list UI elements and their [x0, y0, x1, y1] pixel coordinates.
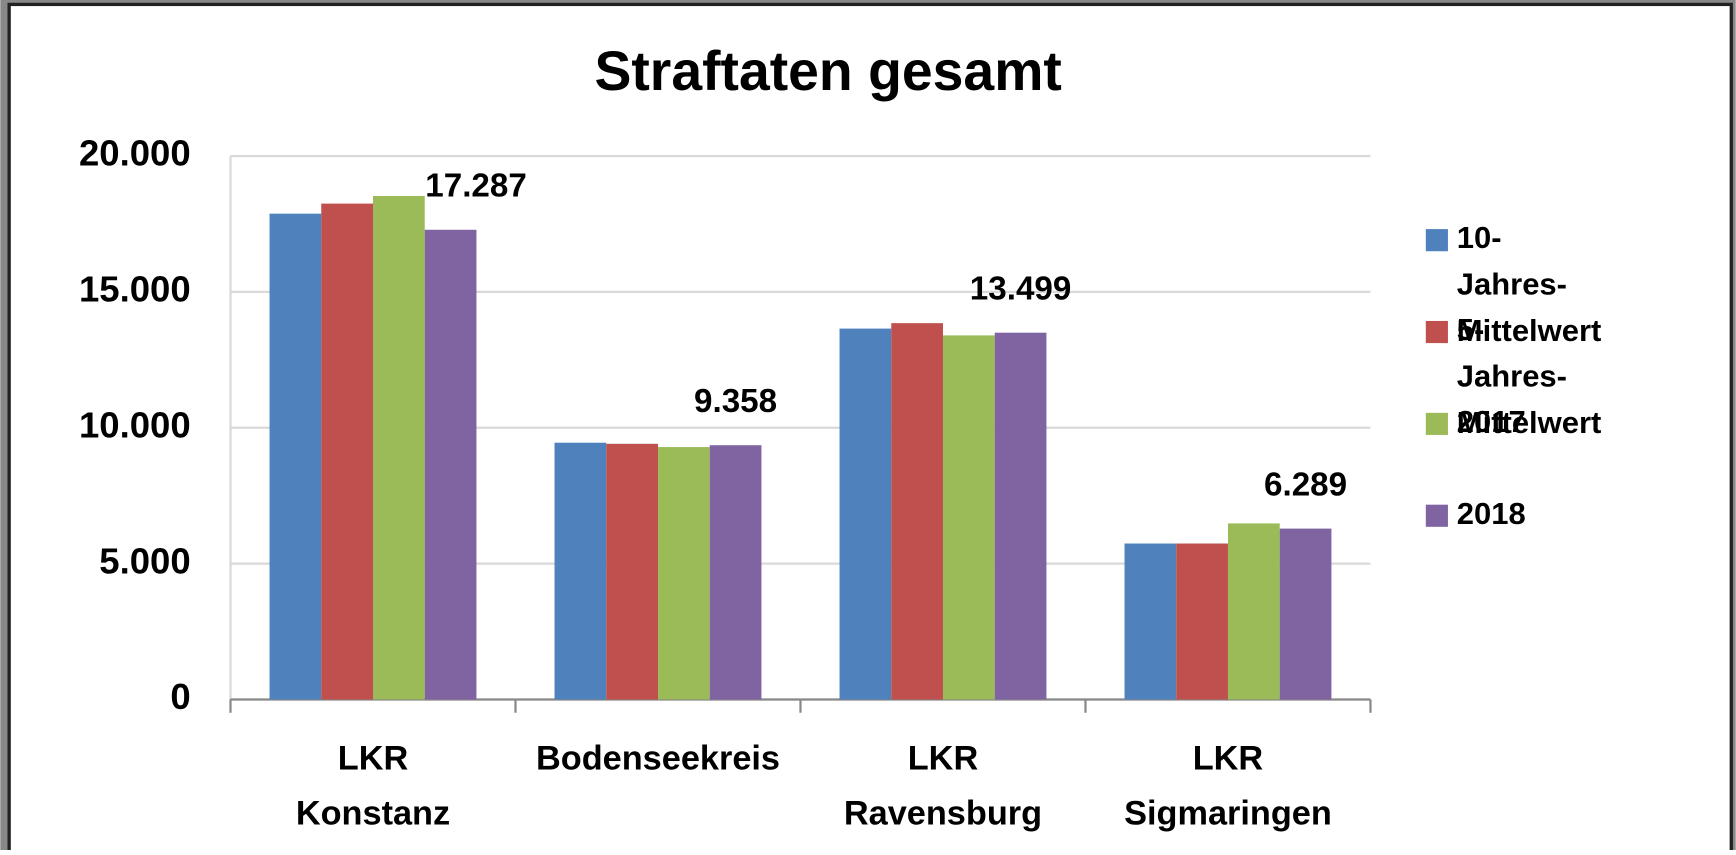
- data-label: 9.358: [694, 383, 777, 420]
- bar: [891, 323, 943, 700]
- legend-label: 10-Jahres-Mittelwert: [1457, 220, 1602, 348]
- bar: [372, 195, 425, 700]
- bar: [1124, 543, 1177, 700]
- x-tick-label: LKR Ravensburg: [844, 739, 1042, 832]
- legend-swatch: [1425, 412, 1448, 435]
- bar: [942, 335, 995, 700]
- legend-swatch: [1425, 504, 1448, 527]
- data-label: 13.499: [970, 270, 1072, 307]
- bar: [1176, 543, 1228, 700]
- y-tick-label: 10.000: [79, 404, 191, 445]
- bar: [709, 445, 762, 700]
- bar: [269, 213, 322, 700]
- y-tick-label: 15.000: [79, 269, 191, 310]
- data-label: 17.287: [425, 167, 527, 204]
- chart-title: Straftaten gesamt: [594, 40, 1061, 102]
- bar: [839, 328, 892, 700]
- bar: [321, 203, 373, 700]
- bar: [657, 447, 710, 700]
- bar: [994, 332, 1047, 700]
- bar: [606, 443, 658, 700]
- legend-swatch: [1425, 229, 1448, 252]
- y-tick-label: 0: [170, 676, 190, 717]
- y-tick-label: 5.000: [99, 540, 190, 581]
- data-label: 6.289: [1264, 466, 1347, 503]
- bar: [1227, 523, 1280, 700]
- x-tick-label: Bodenseekreis: [536, 739, 780, 777]
- bar: [1279, 528, 1332, 700]
- x-tick-label: LKR Sigmaringen: [1124, 739, 1332, 832]
- legend-label: 5-Jahres-Mittelwert: [1457, 312, 1602, 440]
- y-tick-label: 20.000: [79, 133, 191, 174]
- legend-label: 2017: [1457, 404, 1526, 439]
- legend-label: 2018: [1457, 496, 1526, 531]
- bar: [554, 442, 607, 700]
- bar: [424, 229, 477, 700]
- legend-swatch: [1425, 320, 1448, 344]
- x-tick-label: LKR Konstanz: [296, 739, 450, 832]
